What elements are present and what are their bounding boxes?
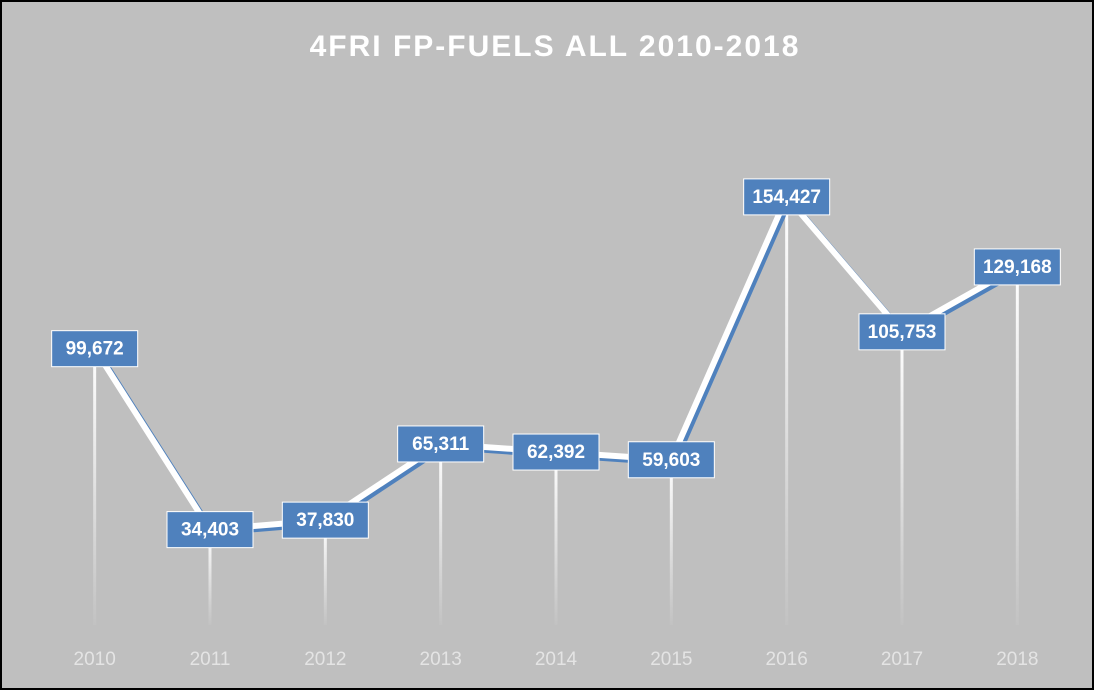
data-label: 65,311	[412, 434, 469, 455]
x-tick-label: 2011	[190, 649, 231, 670]
data-label: 59,603	[642, 450, 700, 471]
drop-line	[669, 459, 673, 625]
drop-line	[785, 196, 789, 625]
data-label: 129,168	[983, 257, 1052, 278]
drop-line	[93, 348, 97, 625]
data-label-box	[627, 441, 715, 479]
data-label-box	[397, 425, 485, 463]
data-label: 154,427	[752, 187, 821, 208]
data-label: 62,392	[527, 442, 585, 463]
data-label-box	[281, 501, 369, 539]
data-label-box	[166, 511, 254, 549]
data-label-box	[743, 178, 831, 216]
drop-line	[323, 520, 327, 625]
drop-line	[208, 529, 212, 625]
data-label-box	[858, 313, 946, 351]
data-label: 37,830	[296, 510, 354, 531]
x-tick-label: 2010	[74, 649, 116, 670]
data-label: 34,403	[181, 520, 239, 541]
data-label: 99,672	[66, 339, 124, 360]
data-label: 105,753	[868, 322, 937, 343]
x-tick-label: 2015	[650, 649, 692, 670]
x-tick-label: 2012	[304, 649, 346, 670]
drop-line	[439, 443, 443, 625]
drop-line	[1015, 266, 1019, 625]
x-tick-label: 2017	[881, 649, 923, 670]
drop-line	[554, 452, 558, 625]
x-tick-label: 2016	[766, 649, 808, 670]
data-label-box	[51, 330, 139, 368]
chart-title: 4FRI FP-FUELS ALL 2010-2018	[310, 30, 801, 63]
x-tick-label: 2014	[535, 649, 578, 670]
data-label-box	[512, 433, 600, 471]
drop-line	[900, 331, 904, 625]
x-tick-label: 2013	[420, 649, 462, 670]
data-label-box	[973, 248, 1061, 286]
x-tick-label: 2018	[996, 649, 1038, 670]
